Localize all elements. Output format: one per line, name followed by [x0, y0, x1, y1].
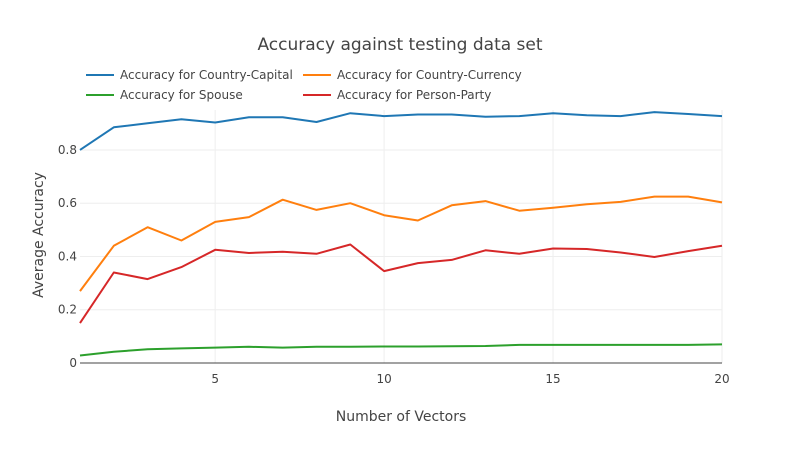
legend: Accuracy for Country-Capital Accuracy for…: [86, 68, 522, 102]
legend-label[interactable]: Accuracy for Country-Capital: [120, 68, 293, 82]
x-tick-label: 20: [714, 372, 729, 386]
legend-label[interactable]: Accuracy for Country-Currency: [337, 68, 522, 82]
series-line-2[interactable]: [79, 343, 723, 357]
y-axis-label: Average Accuracy: [31, 172, 47, 298]
grid-lines: [80, 110, 723, 363]
series-line-0[interactable]: [79, 111, 723, 151]
x-tick-label: 15: [545, 372, 560, 386]
y-tick-label: 0.2: [58, 303, 77, 317]
y-tick-label: 0.8: [58, 143, 77, 157]
y-tick-label: 0: [69, 356, 77, 370]
x-tick-label: 10: [376, 372, 391, 386]
legend-label[interactable]: Accuracy for Person-Party: [337, 88, 491, 102]
series-lines: [79, 111, 723, 357]
x-tick-label: 5: [211, 372, 219, 386]
series-line-1[interactable]: [79, 195, 723, 292]
y-tick-label: 0.6: [58, 196, 77, 210]
series-line-3[interactable]: [79, 243, 723, 324]
tick-labels: 5 10 15 20 0 0.2 0.4 0.6 0.8: [58, 143, 730, 386]
chart-title: Accuracy against testing data set: [257, 35, 542, 55]
x-axis-label: Number of Vectors: [336, 409, 467, 425]
y-tick-label: 0.4: [58, 249, 77, 263]
legend-label[interactable]: Accuracy for Spouse: [120, 88, 243, 102]
